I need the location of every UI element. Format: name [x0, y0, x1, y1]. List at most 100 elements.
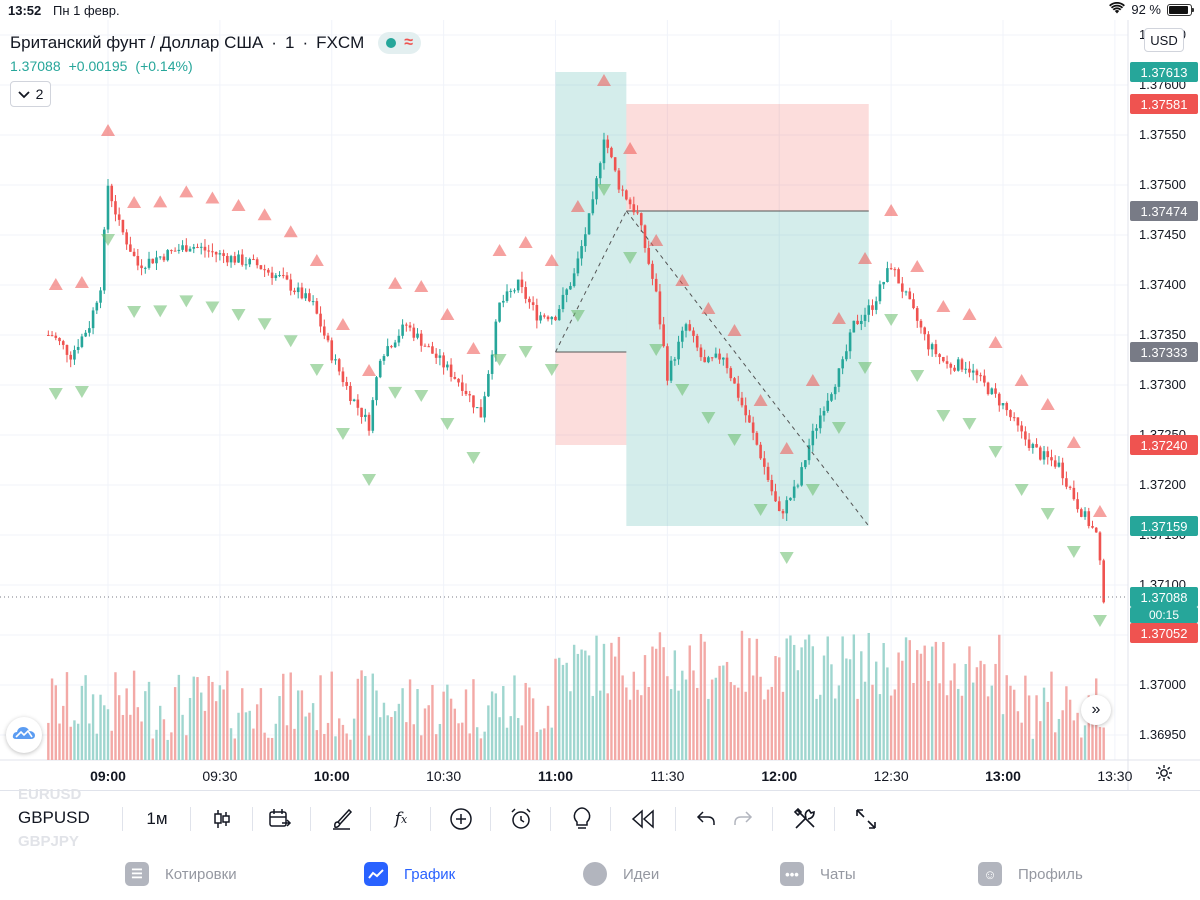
buy-signal-marker — [153, 305, 168, 318]
volume-bar — [427, 705, 430, 760]
candle-body — [233, 256, 237, 263]
candles-icon[interactable] — [206, 803, 238, 835]
candle-body — [602, 139, 606, 164]
candle-body — [662, 324, 665, 347]
sell-signal-marker — [831, 312, 846, 324]
candle-body — [252, 259, 255, 261]
sell-signal-marker — [675, 274, 690, 286]
candle-body — [848, 332, 852, 352]
toolbar-divider — [834, 807, 835, 831]
volume-bar — [144, 691, 147, 760]
candle-body — [770, 479, 774, 492]
buy-signal-marker — [1092, 615, 1107, 627]
candle-body — [1091, 526, 1094, 528]
candle-body — [457, 378, 460, 383]
volume-bar — [975, 667, 979, 760]
volume-bar — [222, 689, 225, 760]
sell-signal-marker — [127, 196, 142, 208]
candle-body — [1087, 511, 1091, 527]
candle-body — [669, 360, 673, 381]
brush-icon[interactable] — [326, 803, 358, 835]
volume-bar — [520, 725, 524, 760]
buy-signal-marker — [858, 362, 873, 374]
symbol-selector[interactable]: GBPUSD — [18, 808, 90, 827]
prev-symbol-ghost: EURUSD — [18, 786, 82, 803]
sell-signal-marker — [309, 254, 324, 266]
scroll-to-realtime-button[interactable]: » — [1081, 695, 1111, 725]
candle-body — [222, 253, 225, 256]
nav-chats[interactable]: ••• Чаты — [780, 862, 856, 886]
volume-bar — [296, 690, 300, 760]
candle-body — [818, 415, 822, 429]
alarm-icon[interactable] — [505, 803, 537, 835]
status-right: 92 % — [1109, 1, 1194, 17]
indicators-collapse-button[interactable]: 2 — [10, 81, 51, 107]
volume-bar — [696, 687, 699, 760]
lightbulb-icon[interactable] — [566, 803, 598, 835]
volume-bar — [751, 675, 755, 760]
volume-bar — [162, 719, 166, 760]
candle-body — [651, 263, 654, 279]
volume-bar — [770, 686, 773, 760]
fullscreen-icon[interactable] — [850, 803, 882, 835]
tradingview-logo-button[interactable] — [6, 717, 42, 753]
candle-body — [647, 247, 651, 264]
candle-body — [1068, 486, 1072, 488]
candle-body — [1053, 460, 1057, 467]
symbol-header[interactable]: Британский фунт / Доллар США · 1 · FXCM … — [10, 32, 422, 54]
profile-icon: ☺ — [978, 862, 1002, 886]
candle-body — [453, 376, 457, 379]
replay-icon[interactable] — [627, 803, 659, 835]
tools-icon[interactable] — [789, 803, 821, 835]
plus-circle-icon[interactable] — [445, 803, 477, 835]
candle-body — [785, 500, 789, 514]
candle-body — [852, 320, 856, 333]
market-status-pill[interactable]: ≈ — [378, 32, 422, 54]
candle-body — [714, 353, 718, 358]
undo-icon[interactable] — [690, 803, 722, 835]
chart-settings-button[interactable] — [1152, 764, 1176, 788]
candle-body — [949, 363, 953, 368]
volume-bar — [1098, 727, 1102, 760]
candle-body — [475, 407, 479, 409]
volume-bar — [811, 646, 815, 760]
volume-bar — [971, 682, 975, 760]
candle-body — [132, 251, 136, 256]
interval-button[interactable]: 1м — [146, 809, 168, 828]
symbol-exchange: FXCM — [316, 33, 365, 52]
candle-body — [140, 265, 143, 269]
time-axis-label: 13:00 — [985, 768, 1021, 784]
volume-bar — [185, 735, 188, 760]
time-axis-label: 11:30 — [650, 768, 684, 784]
currency-button[interactable]: USD — [1144, 28, 1184, 52]
calendar-compare-icon[interactable] — [264, 803, 296, 835]
volume-bar — [326, 722, 330, 760]
nav-quotes[interactable]: ☰ Котировки — [125, 862, 237, 886]
volume-bar — [599, 690, 602, 760]
candle-body — [65, 344, 69, 355]
nav-chart[interactable]: График — [364, 862, 455, 886]
volume-bar — [311, 703, 315, 760]
volume-bar — [837, 685, 841, 760]
short-position-path-line — [625, 210, 870, 527]
toolbar-divider — [310, 807, 311, 831]
volume-bar — [405, 722, 408, 760]
volume-bar — [531, 698, 535, 760]
candle-body — [673, 359, 677, 361]
volume-bar — [88, 723, 91, 760]
sell-signal-marker — [884, 204, 899, 216]
nav-profile[interactable]: ☺ Профиль — [978, 862, 1083, 886]
redo-icon[interactable] — [727, 803, 759, 835]
volume-bar — [248, 710, 251, 760]
sell-signal-marker — [74, 276, 89, 288]
volume-bar — [233, 738, 236, 760]
candle-body — [636, 212, 639, 214]
volume-bar — [781, 691, 785, 760]
volume-bar — [945, 695, 949, 760]
nav-ideas[interactable]: Идеи — [583, 862, 659, 886]
volume-bar — [103, 705, 106, 760]
volume-bar — [524, 682, 527, 760]
volume-bar — [845, 658, 848, 760]
price-chart[interactable]: 1.376501.376001.375501.375001.374501.374… — [0, 0, 1200, 790]
